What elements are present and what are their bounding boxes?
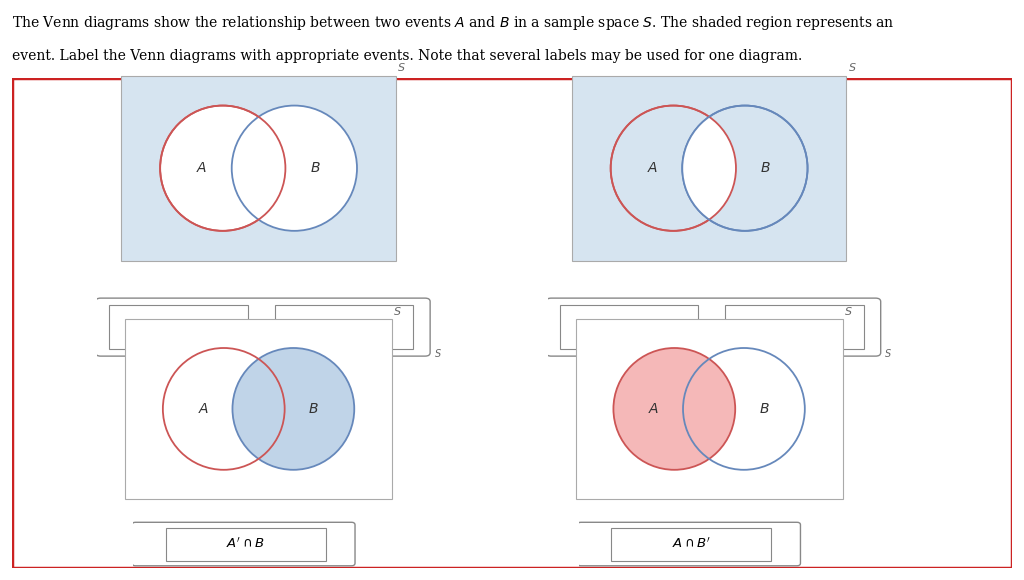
Text: $S$: $S$: [433, 347, 441, 359]
Text: $S$: $S$: [393, 304, 402, 317]
Circle shape: [682, 106, 808, 231]
Text: $B$: $B$: [310, 161, 321, 175]
Text: $S$: $S$: [884, 347, 892, 359]
Circle shape: [610, 106, 736, 231]
FancyBboxPatch shape: [546, 298, 881, 356]
FancyBboxPatch shape: [95, 298, 430, 356]
FancyBboxPatch shape: [560, 305, 698, 349]
Text: $S$: $S$: [848, 61, 856, 73]
Text: $A$: $A$: [648, 402, 659, 416]
Text: The Venn diagrams show the relationship between two events $A$ and $B$ in a samp: The Venn diagrams show the relationship …: [12, 14, 895, 32]
FancyBboxPatch shape: [132, 522, 355, 566]
Text: $A^{\prime} \cup B^{\prime}$: $A^{\prime} \cup B^{\prime}$: [773, 320, 816, 334]
Circle shape: [160, 106, 286, 231]
FancyBboxPatch shape: [575, 319, 843, 499]
Text: $A$: $A$: [647, 161, 658, 175]
Text: $S$: $S$: [844, 304, 853, 317]
Text: $(A \cup B)^{\prime}$: $(A \cup B)^{\prime}$: [605, 320, 653, 335]
Text: $(A \cap B)^{\prime}$: $(A \cap B)^{\prime}$: [155, 320, 203, 335]
Circle shape: [613, 348, 735, 470]
FancyBboxPatch shape: [725, 305, 864, 349]
FancyBboxPatch shape: [122, 76, 395, 260]
Text: $A$: $A$: [197, 161, 208, 175]
Text: $A$: $A$: [198, 402, 209, 416]
FancyBboxPatch shape: [274, 305, 414, 349]
FancyBboxPatch shape: [125, 319, 392, 499]
FancyBboxPatch shape: [611, 528, 771, 560]
Circle shape: [610, 106, 736, 231]
Text: $A^{\prime} \cap B^{\prime}$: $A^{\prime} \cap B^{\prime}$: [323, 320, 366, 334]
Text: $A^{\prime} \cap B$: $A^{\prime} \cap B$: [226, 537, 265, 551]
Text: $B$: $B$: [308, 402, 319, 416]
FancyBboxPatch shape: [572, 76, 846, 260]
Text: $B$: $B$: [761, 161, 771, 175]
Text: event. Label the Venn diagrams with appropriate events. Note that several labels: event. Label the Venn diagrams with appr…: [12, 49, 803, 63]
FancyBboxPatch shape: [166, 528, 326, 560]
FancyBboxPatch shape: [12, 78, 1012, 568]
Circle shape: [232, 348, 354, 470]
Text: $A \cap B^{\prime}$: $A \cap B^{\prime}$: [672, 537, 711, 551]
Text: $B$: $B$: [759, 402, 770, 416]
Text: $S$: $S$: [397, 61, 406, 73]
Circle shape: [231, 106, 357, 231]
FancyBboxPatch shape: [110, 305, 248, 349]
FancyBboxPatch shape: [578, 522, 801, 566]
